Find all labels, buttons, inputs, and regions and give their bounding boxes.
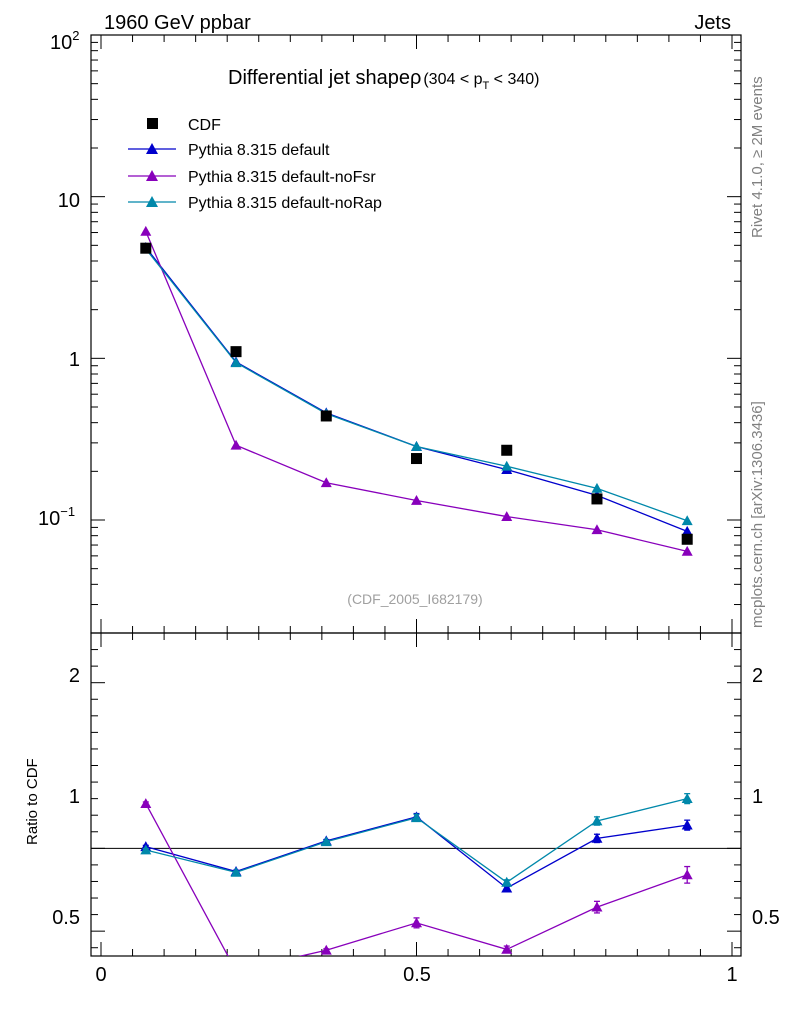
chart-title-range: (304 < p [423, 71, 482, 88]
legend-label-default: Pythia 8.315 default [188, 142, 330, 159]
series-marker-0 [681, 525, 693, 536]
series-line-0 [145, 247, 688, 533]
series-marker-1 [230, 439, 242, 450]
data-point-cdf [681, 533, 693, 545]
ratio-marker-0 [681, 819, 693, 830]
legend-label-cdf: CDF [188, 117, 221, 134]
y-tick-label-0.1: 10−1 [38, 504, 75, 530]
ratio-y-tick-label-1-right: 1 [752, 786, 763, 808]
series-line-2 [145, 248, 688, 522]
ratio-marker-2 [230, 866, 242, 877]
legend-marker-norap [146, 196, 158, 207]
data-point-cdf [320, 410, 332, 422]
ratio-marker-2 [140, 844, 152, 855]
ratio-y-tick-label-2-right: 2 [752, 665, 763, 687]
legend-label-nofsr: Pythia 8.315 default-noFsr [188, 169, 376, 186]
main-series-group [140, 225, 693, 556]
series-marker-2 [230, 357, 242, 368]
ratio-marker-1 [591, 901, 603, 912]
chart-title-main: Differential jet shapeρ [228, 67, 421, 89]
ratio-marker-1 [320, 944, 332, 955]
ratio-line-0 [145, 816, 688, 889]
chart-title: Differential jet shapeρ (304 < pT < 340) [228, 67, 540, 92]
rivet-version-label: Rivet 4.1.0, ≥ 2M events [749, 76, 766, 238]
ratio-series-group [140, 793, 693, 975]
ratio-line-2 [145, 798, 688, 884]
series-marker-1 [591, 524, 603, 535]
data-point-cdf [140, 242, 152, 254]
series-marker-2 [681, 515, 693, 526]
ratio-marker-2 [411, 812, 422, 823]
series-marker-1 [140, 225, 152, 236]
ratio-marker-1 [411, 917, 422, 928]
x-tick-label-1: 1 [726, 964, 737, 986]
legend-marker-default [146, 143, 158, 154]
legend-marker-cdf [147, 118, 158, 129]
ratio-y-tick-label-0.5: 0.5 [52, 907, 80, 929]
ratio-marker-2 [501, 876, 513, 887]
ratio-marker-1 [140, 798, 152, 809]
legend-marker-nofsr [146, 170, 158, 181]
category-label: Jets [694, 12, 731, 34]
series-marker-2 [591, 482, 603, 493]
energy-label: 1960 GeV ppbar [104, 12, 251, 34]
ratio-marker-0 [501, 882, 513, 893]
ratio-marker-1 [231, 965, 242, 975]
x-tick-label-0: 0 [95, 964, 106, 986]
analysis-label: (CDF_2005_I682179) [347, 591, 482, 607]
mcplots-label: mcplots.cern.ch [arXiv:1306.3436] [749, 401, 766, 628]
y-tick-label-100: 102 [50, 28, 79, 54]
ratio-marker-1 [501, 943, 513, 954]
ratio-marker-2 [320, 836, 332, 847]
data-point-cdf [591, 493, 603, 505]
series-marker-1 [320, 477, 332, 488]
ratio-y-tick-label-1: 1 [69, 786, 80, 808]
data-point-cdf [501, 444, 513, 456]
legend-label-norap: Pythia 8.315 default-noRap [188, 195, 382, 212]
series-marker-2 [501, 460, 513, 471]
chart-title-subscript: T [483, 80, 490, 92]
chart-title-range-end: < 340) [489, 71, 539, 88]
ratio-y-tick-label-0.5-right: 0.5 [752, 907, 780, 929]
series-marker-2 [411, 440, 422, 451]
ratio-marker-2 [681, 793, 693, 804]
data-point-cdf [230, 346, 242, 358]
main-axis-ticks [91, 34, 741, 634]
ratio-panel-frame [90, 632, 742, 957]
ratio-marker-1 [681, 869, 693, 880]
ratio-y-tick-label-2: 2 [69, 665, 80, 687]
ratio-axis-ticks [91, 632, 741, 956]
x-tick-label-0.5: 0.5 [403, 964, 431, 986]
ratio-marker-2 [591, 815, 603, 826]
y-tick-label-1: 1 [69, 349, 80, 371]
series-marker-1 [501, 511, 513, 521]
legend: CDF Pythia 8.315 default Pythia 8.315 de… [128, 117, 382, 212]
y-tick-label-10: 10 [58, 190, 80, 212]
ratio-marker-0 [591, 832, 603, 843]
data-point-cdf [411, 453, 422, 465]
series-marker-1 [681, 545, 693, 556]
series-marker-1 [411, 495, 422, 505]
ratio-y-axis-label: Ratio to CDF [24, 758, 41, 845]
